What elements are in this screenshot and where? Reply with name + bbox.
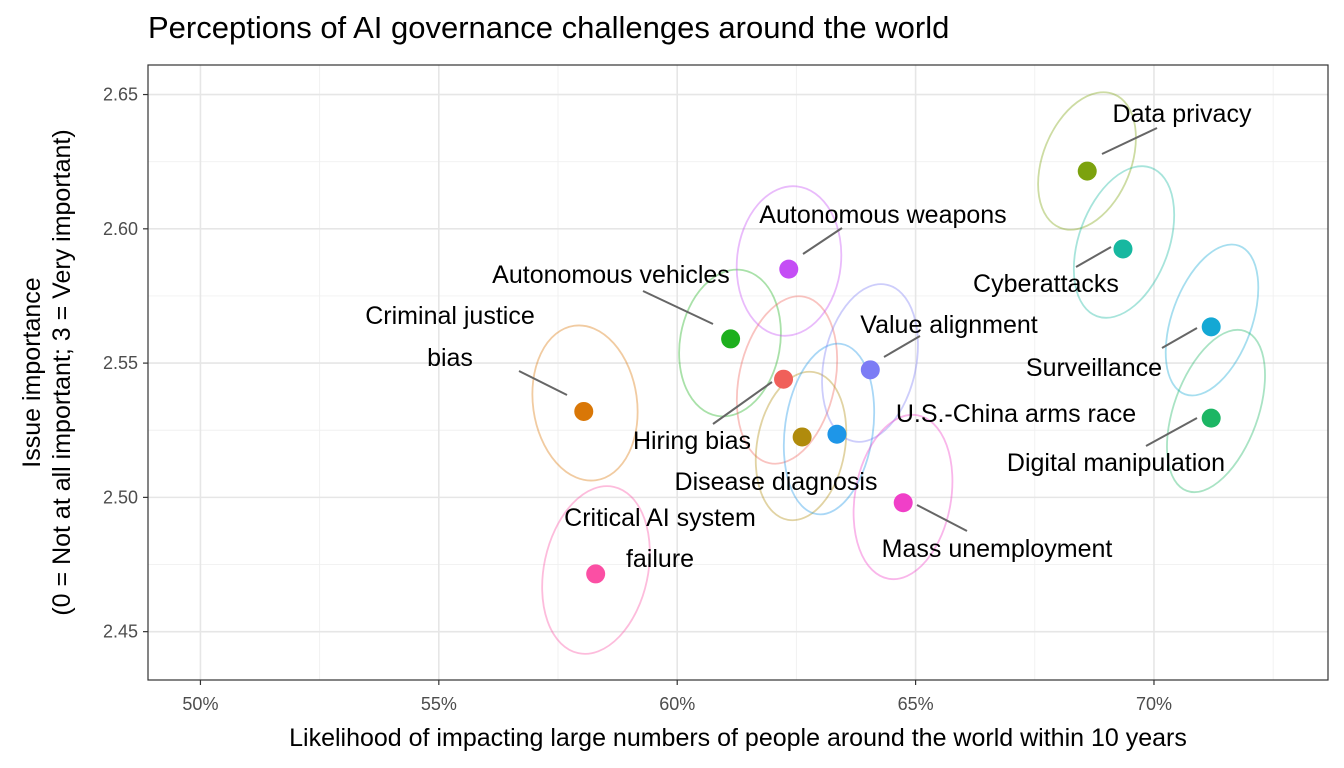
y-tick-label: 2.55: [103, 353, 138, 373]
point-label-critical-ai-system-failure: Critical AI system: [564, 504, 756, 532]
point-label-us-china-arms-race: U.S.-China arms race: [896, 400, 1136, 428]
y-axis-title-line-2: (0 = Not at all important; 3 = Very impo…: [48, 129, 76, 615]
point-label-value-alignment: Value alignment: [860, 311, 1037, 339]
point-label-criminal-justice-bias: Criminal justice: [365, 302, 534, 330]
y-tick-label: 2.45: [103, 622, 138, 642]
confidence-ellipse-us-china-arms-race: [782, 342, 876, 516]
y-tick-label: 2.65: [103, 85, 138, 105]
x-tick-label: 50%: [182, 694, 218, 714]
confidence-ellipse-critical-ai-system-failure: [541, 485, 651, 655]
confidence-ellipses: [531, 91, 1266, 655]
leader-line-mass-unemployment: [916, 504, 968, 532]
point-disease-diagnosis: [792, 427, 812, 447]
x-tick-label: 70%: [1136, 694, 1172, 714]
point-criminal-justice-bias: [574, 401, 594, 421]
x-axis-title: Likelihood of impacting large numbers of…: [289, 724, 1187, 752]
leader-line-data-privacy: [1101, 127, 1158, 155]
confidence-ellipse-value-alignment: [821, 283, 919, 443]
point-digital-manipulation: [1201, 408, 1221, 428]
leader-line-autonomous-weapons: [802, 227, 843, 255]
confidence-ellipse-hiring-bias: [735, 295, 839, 465]
point-us-china-arms-race: [827, 424, 847, 444]
point-cyberattacks: [1113, 239, 1133, 259]
point-label-surveillance: Surveillance: [1026, 354, 1162, 382]
point-label-autonomous-weapons: Autonomous weapons: [759, 201, 1006, 229]
point-label-data-privacy: Data privacy: [1113, 100, 1252, 128]
grid: [148, 65, 1328, 680]
x-axis-ticks: 50% 55% 60% 65% 70%: [182, 680, 1172, 714]
x-tick-label: 55%: [421, 694, 457, 714]
label-leaders: [518, 127, 1198, 532]
data-points: [574, 161, 1221, 584]
leader-line-cyberattacks: [1075, 246, 1112, 268]
point-label-cyberattacks: Cyberattacks: [973, 270, 1119, 298]
leader-line-hiring-bias: [712, 381, 773, 425]
point-label-autonomous-vehicles: Autonomous vehicles: [492, 261, 730, 289]
point-label-critical-ai-system-failure: failure: [626, 545, 694, 573]
leader-line-criminal-justice-bias: [518, 370, 568, 396]
point-data-privacy: [1077, 161, 1097, 181]
point-autonomous-weapons: [779, 259, 799, 279]
x-tick-label: 60%: [659, 694, 695, 714]
leader-line-autonomous-vehicles: [642, 290, 714, 325]
confidence-ellipse-mass-unemployment: [852, 413, 954, 581]
x-tick-label: 65%: [898, 694, 934, 714]
confidence-ellipse-data-privacy: [1037, 91, 1137, 231]
confidence-ellipse-disease-diagnosis: [754, 370, 848, 522]
point-labels: Criminal justice bias Critical AI system fa…: [365, 100, 1252, 573]
y-axis-title-line-1: Issue importance: [18, 277, 46, 467]
point-critical-ai-system-failure: [586, 564, 606, 584]
confidence-ellipse-digital-manipulation: [1166, 328, 1266, 494]
point-mass-unemployment: [893, 493, 913, 513]
point-label-criminal-justice-bias: bias: [427, 344, 473, 372]
leader-line-value-alignment: [883, 335, 921, 358]
y-tick-label: 2.50: [103, 487, 138, 507]
y-tick-label: 2.60: [103, 219, 138, 239]
plot-panel-border: [147, 64, 1329, 681]
point-label-disease-diagnosis: Disease diagnosis: [675, 468, 878, 496]
chart-title: Perceptions of AI governance challenges …: [148, 10, 949, 45]
leader-line-surveillance: [1161, 327, 1198, 349]
point-surveillance: [1201, 317, 1221, 337]
point-label-digital-manipulation: Digital manipulation: [1007, 449, 1225, 477]
point-label-mass-unemployment: Mass unemployment: [882, 535, 1113, 563]
confidence-ellipse-autonomous-vehicles: [678, 268, 782, 418]
point-autonomous-vehicles: [721, 329, 741, 349]
confidence-ellipse-surveillance: [1164, 243, 1260, 397]
point-label-hiring-bias: Hiring bias: [633, 427, 751, 455]
confidence-ellipse-cyberattacks: [1072, 165, 1176, 319]
leader-line-digital-manipulation: [1145, 417, 1198, 447]
point-value-alignment: [860, 360, 880, 380]
confidence-ellipse-autonomous-weapons: [735, 185, 843, 337]
point-hiring-bias: [774, 369, 794, 389]
y-axis-ticks: 2.45 2.50 2.55 2.60 2.65: [103, 85, 148, 642]
confidence-ellipse-criminal-justice-bias: [531, 324, 639, 482]
